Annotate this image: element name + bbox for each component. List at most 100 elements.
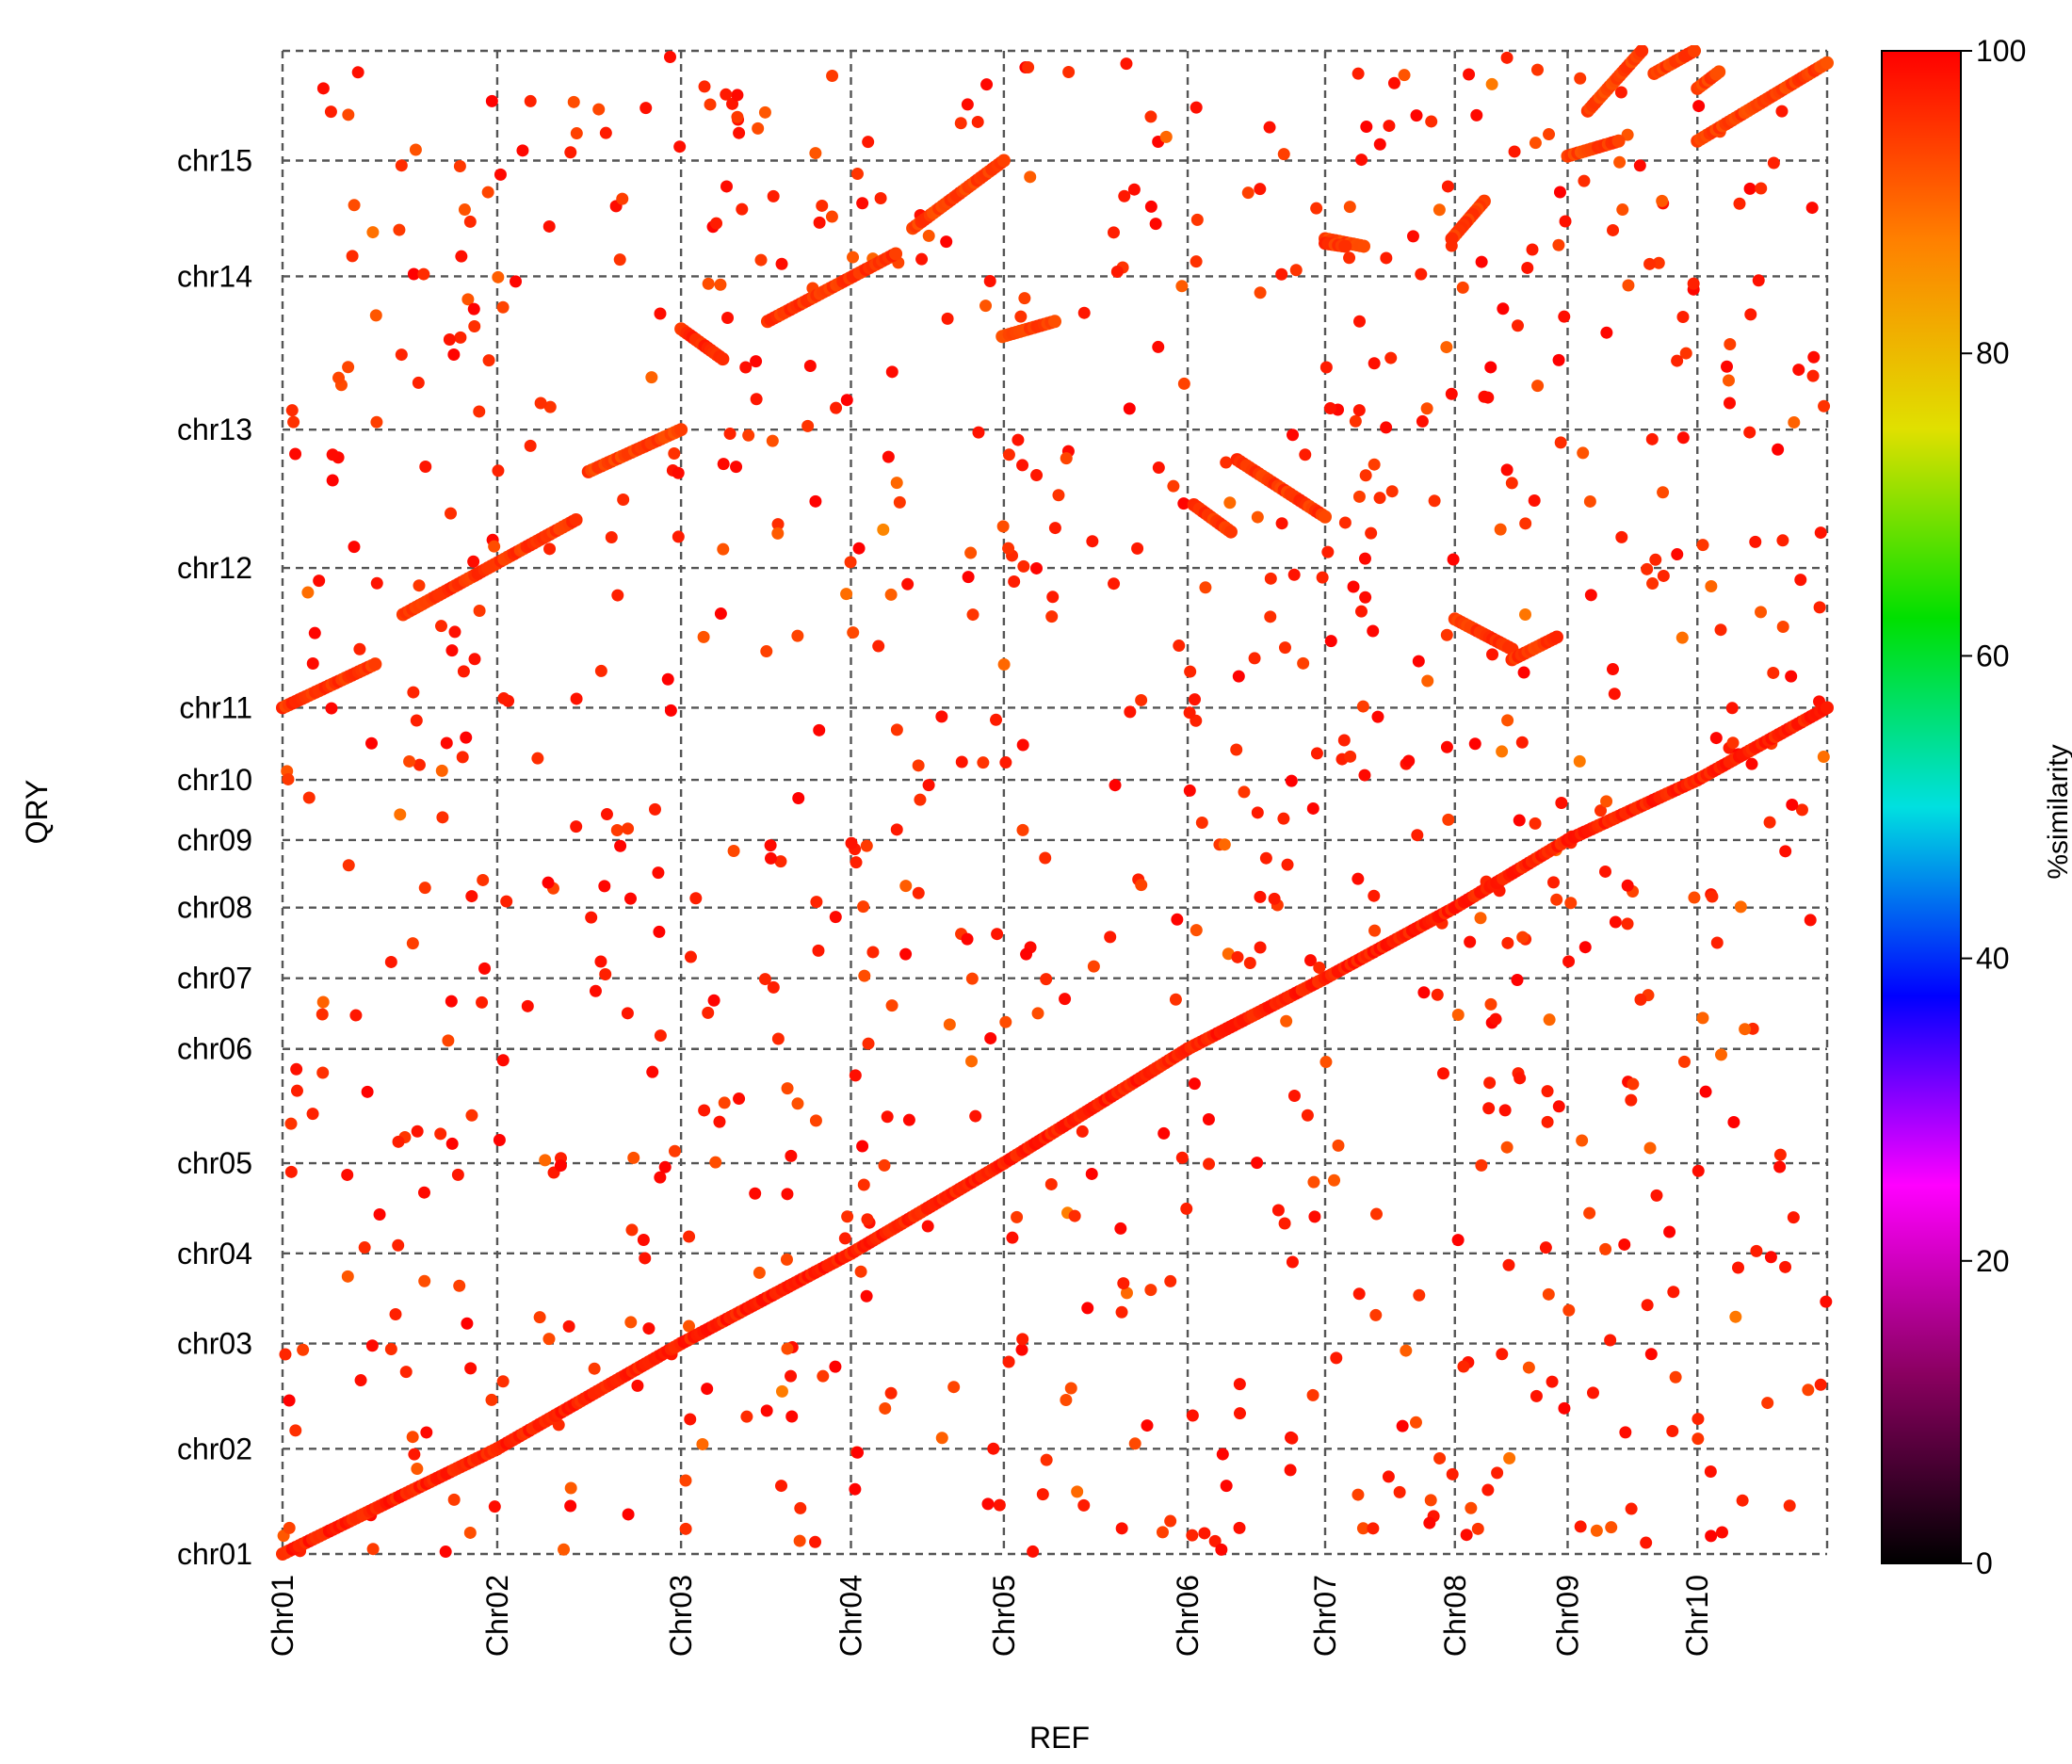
scatter-point (1233, 1521, 1246, 1534)
scatter-point (542, 876, 555, 889)
scatter-point (1002, 542, 1015, 555)
scatter-point (1319, 1056, 1333, 1069)
scatter-point (1417, 986, 1431, 999)
scatter-point (884, 1386, 898, 1400)
scatter-point (829, 911, 842, 924)
scatter-point (496, 1375, 510, 1388)
scatter-point (736, 202, 749, 216)
segment-point (1687, 45, 1701, 57)
scatter-point (1373, 138, 1386, 151)
scatter-point (434, 620, 447, 633)
scatter-point (496, 300, 510, 314)
scatter-point (1368, 889, 1381, 902)
scatter-point (1482, 1102, 1496, 1115)
scatter-point (1530, 1389, 1543, 1402)
scatter-point (1761, 1397, 1774, 1410)
scatter-point (1060, 1394, 1073, 1407)
scatter-point (1354, 605, 1368, 618)
scatter-point (1500, 463, 1514, 477)
scatter-point (297, 1343, 310, 1356)
scatter-point (1564, 897, 1578, 910)
scatter-point (1776, 534, 1789, 547)
scatter-point (440, 736, 453, 750)
scatter-point (701, 1383, 714, 1396)
y-tick-label: chr05 (177, 1146, 252, 1180)
scatter-point (1349, 414, 1362, 428)
scatter-point (1440, 341, 1453, 354)
scatter-point (497, 692, 510, 705)
scatter-point (1248, 652, 1261, 665)
scatter-point (813, 723, 826, 736)
scatter-point (809, 494, 822, 508)
scatter-point (1152, 461, 1165, 475)
segment-point (889, 247, 903, 261)
scatter-point (1254, 890, 1267, 903)
scatter-point (1241, 186, 1255, 200)
scatter-point (935, 1432, 948, 1445)
scatter-point (1755, 182, 1768, 195)
scatter-point (1727, 1115, 1740, 1128)
scatter-point (1755, 606, 1768, 619)
scatter-point (1729, 1310, 1742, 1323)
scatter-point (1352, 490, 1366, 503)
scatter-point (1183, 706, 1196, 720)
scatter-point (1310, 202, 1323, 215)
y-tick-label: chr04 (177, 1237, 252, 1270)
scatter-point (882, 450, 895, 463)
scatter-point (570, 692, 583, 705)
scatter-point (1308, 1210, 1321, 1223)
scatter-point (781, 1342, 794, 1355)
scatter-point (492, 464, 505, 477)
x-axis-title: REF (1029, 1721, 1090, 1755)
x-tick-label: Chr06 (1171, 1575, 1205, 1657)
scatter-point (1594, 804, 1607, 817)
scatter-point (816, 199, 829, 212)
scatter-point (624, 1316, 638, 1329)
scatter-point (862, 136, 875, 149)
scatter-point (1552, 1100, 1565, 1113)
scatter-point (445, 995, 458, 1008)
scatter-point (962, 571, 975, 584)
scatter-point (999, 756, 1012, 769)
scatter-point (348, 541, 361, 554)
scatter-point (1215, 1543, 1228, 1556)
scatter-point (1159, 130, 1173, 143)
scatter-point (445, 644, 459, 657)
scatter-point (1644, 1348, 1658, 1361)
scatter-point (646, 1065, 659, 1078)
scatter-point (1608, 688, 1621, 701)
scatter-point (792, 791, 805, 804)
scatter-point (964, 546, 978, 559)
scatter-point (1517, 666, 1530, 679)
scatter-point (342, 361, 355, 374)
scatter-point (1710, 936, 1724, 949)
scatter-point (1687, 277, 1700, 290)
scatter-point (1373, 492, 1386, 505)
scatter-point (614, 839, 627, 852)
scatter-point (1367, 624, 1380, 638)
scatter-point (1481, 1483, 1495, 1497)
scatter-point (290, 1084, 303, 1097)
scatter-point (1190, 101, 1203, 114)
scatter-point (468, 653, 481, 666)
scatter-point (1696, 1011, 1709, 1025)
scatter-point (696, 1437, 709, 1450)
scatter-point (348, 199, 361, 212)
scatter-point (1316, 571, 1329, 584)
scatter-point (862, 1037, 875, 1050)
scatter-point (1539, 1241, 1552, 1254)
scatter-point (1352, 404, 1366, 417)
scatter-point (369, 309, 382, 322)
scatter-point (1521, 261, 1534, 274)
scatter-point (658, 1160, 672, 1173)
scatter-point (1384, 351, 1398, 364)
scatter-point (395, 159, 408, 172)
scatter-point (1531, 380, 1545, 393)
scatter-point (1385, 485, 1399, 498)
scatter-point (407, 686, 420, 699)
scatter-point (899, 880, 913, 893)
scatter-point (420, 1426, 433, 1439)
scatter-point (496, 1054, 510, 1067)
scatter-point (1615, 530, 1628, 543)
scatter-point (1233, 1407, 1246, 1420)
